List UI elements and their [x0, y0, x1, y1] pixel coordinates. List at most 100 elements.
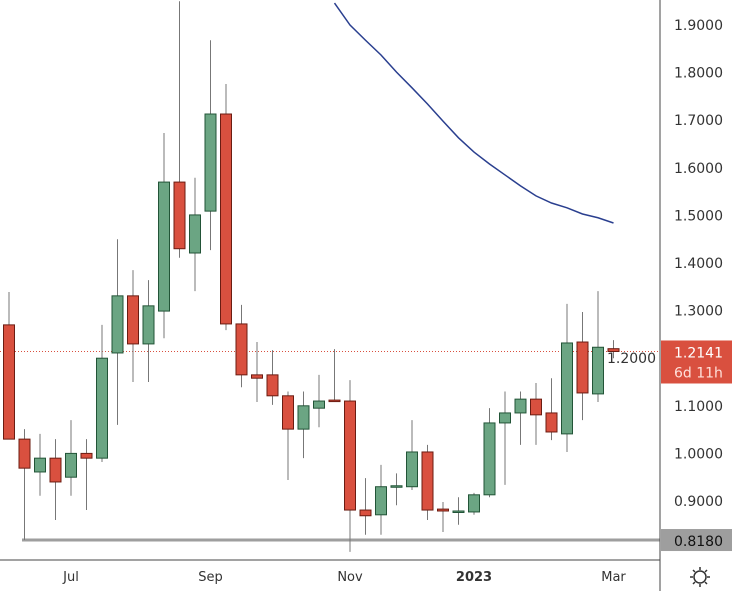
candle	[3, 292, 15, 440]
candle	[545, 378, 558, 441]
time-tick-label: Jul	[62, 570, 79, 585]
candle-body	[328, 399, 341, 403]
candle-body	[251, 374, 263, 379]
candle-body	[561, 342, 573, 435]
candle-body	[576, 341, 589, 394]
candle	[514, 391, 527, 445]
candle	[127, 270, 139, 382]
candle-body	[127, 295, 139, 345]
candle	[251, 342, 263, 402]
candle	[173, 1, 186, 258]
price-tick-label: 1.0000	[674, 446, 723, 462]
candle-body	[313, 400, 325, 409]
candle	[468, 492, 480, 515]
time-tick-label: Mar	[601, 570, 626, 585]
price-tick-label: 1.8000	[674, 66, 723, 82]
candle-body	[158, 181, 170, 312]
candle-body	[359, 509, 372, 517]
candle-body	[483, 422, 496, 496]
candle	[344, 380, 356, 552]
candle	[189, 177, 201, 292]
candle-body	[282, 395, 294, 430]
candle	[96, 324, 108, 462]
candle-body	[173, 181, 186, 250]
candle	[158, 133, 170, 339]
candle	[18, 429, 31, 541]
candle-body	[111, 295, 124, 354]
time-tick-label: Nov	[337, 570, 363, 585]
last-price-value: 1.2141	[674, 345, 723, 361]
candle-body	[49, 457, 62, 483]
candle	[328, 349, 341, 403]
time-axis[interactable]: Jul Sep Nov 2023 Mar	[62, 570, 626, 585]
candle	[406, 420, 418, 491]
candle	[421, 444, 434, 521]
candle	[80, 439, 93, 511]
candle-body	[220, 113, 232, 325]
gear-icon[interactable]	[690, 567, 710, 587]
candle-body	[266, 374, 279, 397]
candle	[297, 391, 310, 459]
candle	[390, 473, 403, 506]
candle-body	[189, 214, 201, 254]
candle-body	[34, 457, 46, 473]
moving-average-line	[333, 2, 614, 224]
time-tick-label: 2023	[456, 570, 492, 585]
price-tick-label: 1.4000	[674, 256, 723, 272]
candle-body	[297, 405, 310, 430]
price-tick-label: 1.1000	[674, 399, 723, 415]
candle	[204, 40, 217, 251]
candle-body	[592, 346, 604, 395]
candle-body	[204, 113, 217, 212]
candle-body	[421, 451, 434, 511]
candle-body	[18, 438, 31, 469]
candle	[142, 280, 155, 382]
price-tick-label: 1.9000	[674, 18, 723, 34]
candle-body	[65, 452, 77, 478]
price-tick-label: 1.7000	[674, 113, 723, 129]
price-tick-label: 1.2000	[607, 351, 656, 367]
candle	[483, 408, 496, 498]
candle-body	[375, 486, 387, 516]
candle-body	[437, 508, 449, 512]
candle	[65, 420, 77, 496]
candle	[34, 433, 46, 496]
time-tick-label: Sep	[198, 570, 223, 585]
candle	[375, 464, 387, 535]
candle-body	[530, 398, 542, 416]
candle	[359, 478, 372, 535]
candle	[49, 439, 62, 521]
candle-body	[499, 412, 511, 424]
candle-body	[514, 398, 527, 414]
price-axis[interactable]: 0.9000 1.0000 1.1000 1.2000 1.3000 1.4000 1.50…	[607, 18, 723, 510]
candle	[561, 303, 573, 452]
candle	[452, 497, 465, 525]
candle-body	[452, 510, 465, 513]
price-tick-label: 1.6000	[674, 161, 723, 177]
candle	[266, 350, 279, 405]
candle-body	[607, 348, 620, 352]
candle	[592, 291, 604, 402]
candle	[313, 374, 325, 428]
candle	[576, 312, 589, 421]
price-tick-label: 0.9000	[674, 494, 723, 510]
candle	[499, 391, 511, 485]
candle-body	[3, 324, 15, 440]
candle	[235, 304, 248, 388]
last-price-badge	[661, 340, 732, 384]
candle-body	[406, 451, 418, 488]
price-tick-label: 1.5000	[674, 208, 723, 224]
horizontal-line-badge	[661, 529, 732, 552]
candle-body	[390, 485, 403, 488]
candle-body	[80, 452, 93, 459]
countdown-label: 6d 11h	[674, 365, 723, 381]
candle-body	[468, 494, 480, 513]
candle	[437, 501, 449, 532]
candle	[220, 84, 232, 331]
candle-body	[235, 323, 248, 376]
candle	[530, 382, 542, 445]
horizontal-line-value: 0.8180	[674, 534, 723, 550]
candle-body	[545, 412, 558, 433]
candle-body	[344, 400, 356, 511]
